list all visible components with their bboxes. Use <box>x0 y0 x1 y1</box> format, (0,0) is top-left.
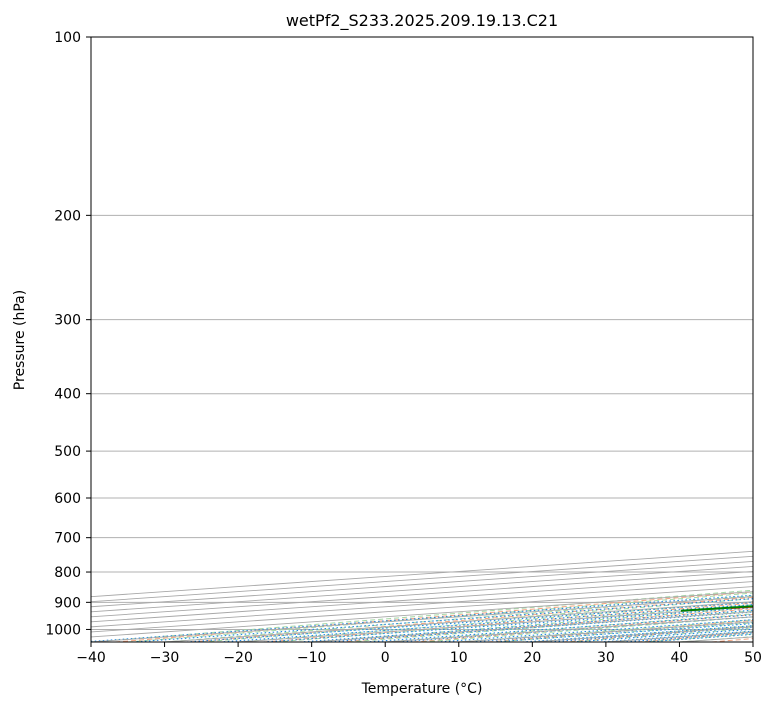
isotherm <box>91 586 753 633</box>
moist-adiabat <box>495 622 753 642</box>
mixing-ratio-line <box>132 598 753 642</box>
dry-adiabats <box>115 591 753 642</box>
y-tick-label: 800 <box>54 565 81 581</box>
dry-adiabat <box>264 602 753 642</box>
isotherms <box>91 550 753 642</box>
dry-adiabat <box>562 625 753 642</box>
plot-frame <box>90 36 754 643</box>
x-axis-label: Temperature (°C) <box>361 681 483 697</box>
isotherm <box>458 621 753 642</box>
dry-adiabat <box>115 591 753 642</box>
y-tick-label: 700 <box>54 531 81 547</box>
moist-adiabat <box>642 633 753 642</box>
x-tick-label: 50 <box>744 650 762 666</box>
x-tick-label: −20 <box>223 650 253 666</box>
isotherm <box>91 565 753 613</box>
dry-adiabat <box>338 608 753 642</box>
x-tick-label: −10 <box>297 650 327 666</box>
y-tick-label: 100 <box>54 30 81 46</box>
moist-adiabat <box>532 625 753 642</box>
y-tick-label: 1000 <box>45 622 81 638</box>
moist-adiabat <box>569 628 753 642</box>
mixing-ratio-lines <box>91 594 753 642</box>
isotherm <box>752 641 753 642</box>
moist-adiabat <box>274 604 753 642</box>
isotherm <box>164 601 753 642</box>
moist-adiabat <box>201 598 753 642</box>
dry-adiabat <box>487 619 753 642</box>
x-tick-label: 0 <box>381 650 390 666</box>
dry-adiabat <box>711 638 753 642</box>
x-tick-label: 20 <box>523 650 541 666</box>
y-tick-label: 600 <box>54 491 81 507</box>
mixing-ratio-line <box>186 601 753 642</box>
moist-adiabat <box>679 636 753 642</box>
x-tick-label: 40 <box>671 650 689 666</box>
moist-adiabat <box>164 595 753 642</box>
moist-adiabat <box>238 601 753 642</box>
profile-series <box>680 605 753 612</box>
y-tick-label: 400 <box>54 387 81 403</box>
chart-title: wetPf2_S233.2025.209.19.13.C21 <box>286 11 558 31</box>
isotherm <box>532 626 753 642</box>
isotherm <box>91 581 753 628</box>
y-tick-label: 900 <box>54 595 81 611</box>
isotherm <box>91 576 753 623</box>
isotherm <box>385 616 753 642</box>
moist-adiabat <box>421 616 753 642</box>
moist-adiabat <box>385 613 753 642</box>
moist-adiabat <box>127 592 753 642</box>
y-axis-label: Pressure (hPa) <box>12 290 28 390</box>
isotherm <box>91 591 753 638</box>
moist-adiabat <box>311 607 753 642</box>
y-tick-label: 200 <box>54 208 81 224</box>
mixing-ratio-line <box>645 633 753 642</box>
y-tick-label: 300 <box>54 313 81 329</box>
dry-adiabat <box>413 614 753 642</box>
mixing-ratio-line <box>263 607 753 642</box>
moist-adiabat <box>91 589 753 642</box>
isotherm <box>238 606 753 642</box>
isotherm <box>91 550 753 598</box>
x-axis-ticks: −40 −30 −20 −10 0 10 20 30 40 50 <box>76 642 762 666</box>
isotherm <box>679 636 753 642</box>
moist-adiabat <box>458 619 753 642</box>
isotherm <box>91 571 753 618</box>
x-tick-label: −30 <box>150 650 180 666</box>
x-tick-label: −40 <box>76 650 106 666</box>
isotherm <box>311 611 753 642</box>
dewpoint-line <box>680 605 753 612</box>
dry-adiabat <box>637 631 753 642</box>
plot-area: 0.10.20.40.611.52346810131620253036-100-… <box>91 37 753 642</box>
isotherm <box>91 560 753 608</box>
moist-adiabat <box>348 610 753 642</box>
x-tick-label: 30 <box>597 650 615 666</box>
isotherm <box>91 596 753 642</box>
x-tick-label: 10 <box>450 650 468 666</box>
moist-adiabats <box>91 589 753 642</box>
pressure-gridlines <box>91 37 753 630</box>
isotherm <box>91 555 753 603</box>
mixing-ratio-line <box>219 604 753 642</box>
y-tick-label: 500 <box>54 444 81 460</box>
y-axis-ticks: 100 200 300 400 500 600 700 800 900 1000 <box>45 30 91 638</box>
dry-adiabat <box>189 596 753 642</box>
